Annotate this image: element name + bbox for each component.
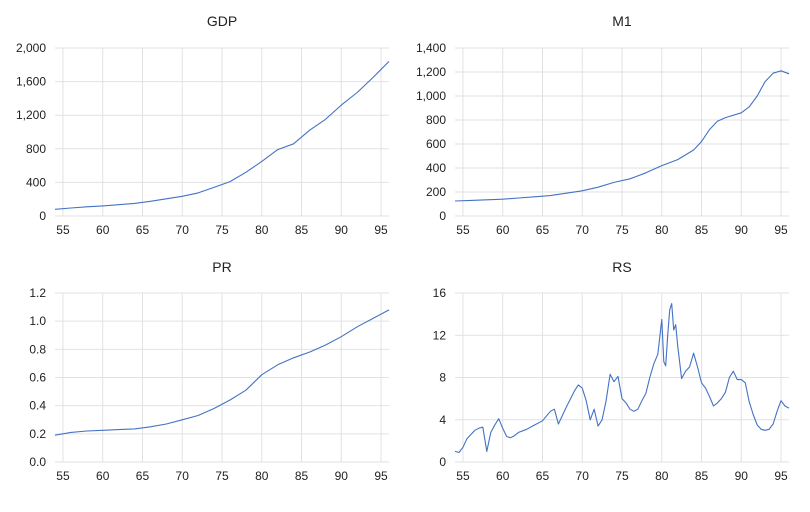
x-tick-label: 85 bbox=[295, 223, 309, 237]
y-tick-label: 1,600 bbox=[16, 75, 46, 89]
y-tick-label: 0 bbox=[439, 455, 446, 469]
y-tick-label: 4 bbox=[439, 413, 446, 427]
y-tick-label: 1,000 bbox=[416, 89, 446, 103]
y-tick-label: 1.0 bbox=[29, 314, 46, 328]
y-tick-label: 1,200 bbox=[16, 108, 46, 122]
x-tick-label: 75 bbox=[215, 223, 229, 237]
x-tick-label: 55 bbox=[456, 223, 470, 237]
x-tick-label: 80 bbox=[255, 469, 269, 483]
chart-title: PR bbox=[212, 259, 231, 275]
x-tick-label: 55 bbox=[456, 469, 470, 483]
y-tick-label: 800 bbox=[426, 113, 446, 127]
x-tick-label: 65 bbox=[136, 469, 150, 483]
y-tick-label: 0.0 bbox=[29, 455, 46, 469]
x-tick-label: 95 bbox=[774, 223, 788, 237]
x-tick-label: 85 bbox=[295, 469, 309, 483]
y-tick-label: 0 bbox=[439, 209, 446, 223]
chart-panel-gdp: GDP 0 400 800 1,200 1,600 2,000 55 60 65 70 75 80 85 9… bbox=[16, 13, 390, 237]
y-tick-label: 1.2 bbox=[29, 286, 46, 300]
chart-title: GDP bbox=[207, 13, 237, 29]
y-tick-label: 600 bbox=[426, 137, 446, 151]
x-tick-label: 60 bbox=[96, 223, 110, 237]
y-tick-label: 0 bbox=[39, 209, 46, 223]
x-tick-label: 75 bbox=[215, 469, 229, 483]
y-tick-label: 16 bbox=[433, 286, 447, 300]
x-tick-label: 75 bbox=[615, 223, 629, 237]
x-tick-label: 70 bbox=[176, 469, 190, 483]
y-tick-label: 12 bbox=[433, 328, 447, 342]
x-tick-label: 65 bbox=[536, 223, 550, 237]
series-line-rs bbox=[454, 303, 790, 454]
y-tick-label: 200 bbox=[426, 185, 446, 199]
y-tick-label: 0.2 bbox=[29, 427, 46, 441]
x-tick-label: 70 bbox=[576, 469, 590, 483]
x-tick-label: 90 bbox=[335, 469, 349, 483]
x-tick-label: 55 bbox=[56, 223, 70, 237]
chart-title: M1 bbox=[612, 13, 632, 29]
chart-title: RS bbox=[612, 259, 631, 275]
series-line-m1 bbox=[454, 70, 790, 202]
x-tick-label: 85 bbox=[695, 223, 709, 237]
x-tick-label: 80 bbox=[255, 223, 269, 237]
series-line-pr bbox=[54, 309, 390, 436]
y-tick-label: 800 bbox=[26, 142, 46, 156]
series-line-gdp bbox=[54, 61, 390, 210]
x-tick-label: 90 bbox=[335, 223, 349, 237]
x-tick-label: 85 bbox=[695, 469, 709, 483]
y-tick-label: 0.6 bbox=[29, 371, 46, 385]
y-tick-label: 1,200 bbox=[416, 65, 446, 79]
x-tick-label: 55 bbox=[56, 469, 70, 483]
x-tick-label: 80 bbox=[655, 469, 669, 483]
x-tick-label: 95 bbox=[774, 469, 788, 483]
x-tick-label: 60 bbox=[96, 469, 110, 483]
x-tick-label: 65 bbox=[136, 223, 150, 237]
y-tick-label: 1,400 bbox=[416, 41, 446, 55]
x-tick-label: 90 bbox=[735, 223, 749, 237]
chart-panel-m1: M1 0 200 400 600 800 1,000 1,200 1,400 55 60 65 70 75… bbox=[416, 13, 790, 237]
x-tick-label: 95 bbox=[374, 469, 388, 483]
x-tick-label: 60 bbox=[496, 469, 510, 483]
y-tick-label: 2,000 bbox=[16, 41, 46, 55]
x-tick-label: 95 bbox=[374, 223, 388, 237]
x-tick-label: 60 bbox=[496, 223, 510, 237]
x-tick-label: 80 bbox=[655, 223, 669, 237]
x-tick-label: 90 bbox=[735, 469, 749, 483]
y-tick-label: 0.4 bbox=[29, 399, 46, 413]
x-tick-label: 65 bbox=[536, 469, 550, 483]
x-tick-label: 70 bbox=[576, 223, 590, 237]
chart-panel-pr: PR 0.0 0.2 0.4 0.6 0.8 1.0 1.2 55 60 65 70 75 80 85 90 9… bbox=[29, 259, 390, 483]
x-tick-label: 70 bbox=[176, 223, 190, 237]
y-tick-label: 8 bbox=[439, 371, 446, 385]
x-tick-label: 75 bbox=[615, 469, 629, 483]
y-tick-label: 0.8 bbox=[29, 342, 46, 356]
y-tick-label: 400 bbox=[426, 161, 446, 175]
chart-panel-rs: RS 0 4 8 12 16 55 60 65 70 75 80 85 90 95 bbox=[433, 259, 790, 483]
y-tick-label: 400 bbox=[26, 175, 46, 189]
